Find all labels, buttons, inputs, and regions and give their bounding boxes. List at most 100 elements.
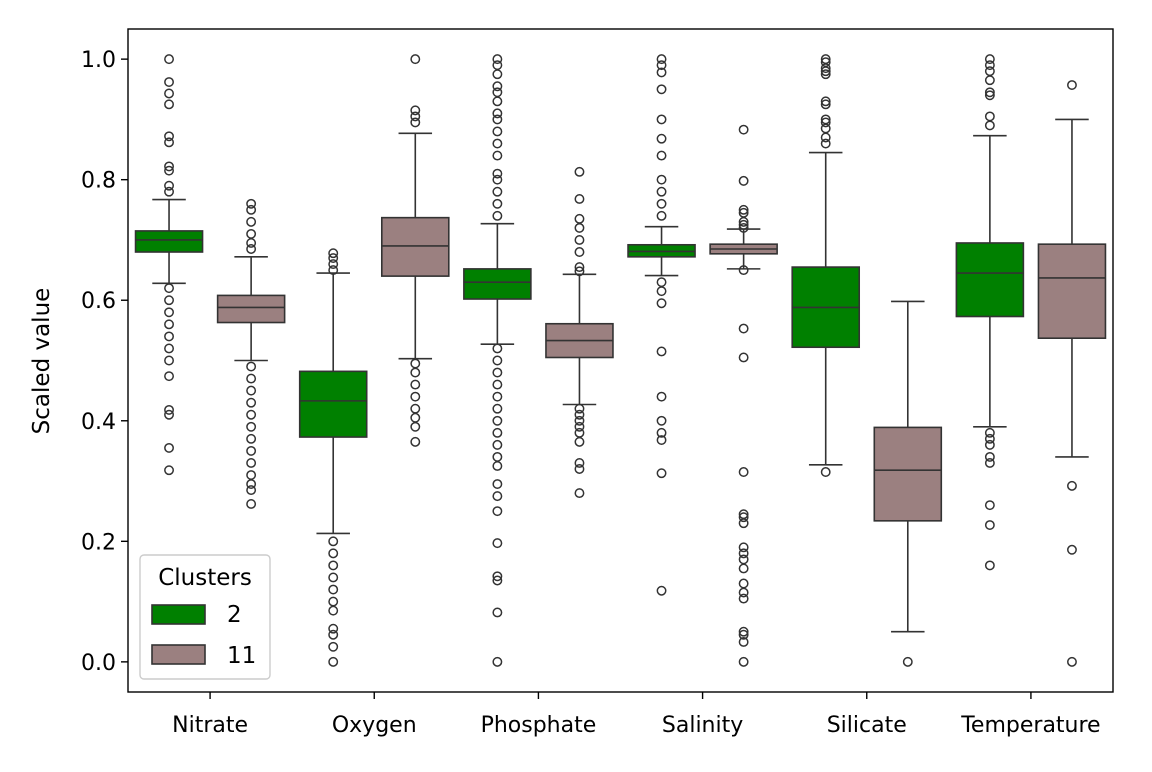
outlier-point bbox=[984, 458, 995, 468]
outlier-point bbox=[246, 244, 257, 254]
outlier-point bbox=[492, 367, 503, 378]
outlier-point bbox=[1067, 656, 1077, 667]
outlier-point bbox=[656, 133, 667, 144]
outlier-point bbox=[984, 60, 995, 71]
outlier-point bbox=[738, 578, 749, 589]
outlier-point bbox=[656, 84, 667, 95]
outlier-point bbox=[738, 216, 749, 227]
outlier-point bbox=[164, 371, 174, 382]
x-tick-label: Silicate bbox=[827, 713, 907, 738]
outlier-point bbox=[984, 90, 995, 101]
outlier-point bbox=[492, 479, 503, 490]
outlier-point bbox=[574, 464, 585, 474]
outlier-point bbox=[820, 467, 831, 477]
outlier-point bbox=[574, 262, 585, 273]
outlier-point bbox=[656, 67, 667, 78]
legend-swatch-2 bbox=[151, 604, 206, 625]
outlier-point bbox=[492, 69, 503, 80]
outlier-point bbox=[738, 222, 749, 233]
outlier-point bbox=[492, 571, 503, 582]
outlier-point bbox=[246, 228, 257, 239]
outlier-point bbox=[820, 69, 831, 80]
outlier-point bbox=[492, 575, 503, 586]
outlier-point bbox=[574, 427, 585, 438]
outlier-point bbox=[492, 60, 503, 71]
iqr-box bbox=[955, 242, 1025, 318]
outlier-point bbox=[574, 166, 585, 177]
iqr-box bbox=[134, 230, 204, 253]
outlier-point bbox=[246, 421, 257, 432]
outlier-point bbox=[246, 479, 257, 490]
box-temperature-cluster-11 bbox=[1037, 80, 1107, 667]
outlier-point bbox=[984, 520, 995, 530]
outlier-point bbox=[492, 126, 503, 137]
outlier-point bbox=[492, 54, 503, 65]
outlier-point bbox=[164, 186, 174, 197]
outlier-point bbox=[656, 210, 667, 221]
outlier-point bbox=[738, 204, 749, 215]
outlier-point bbox=[574, 222, 585, 233]
y-tick-label: 0.2 bbox=[81, 530, 116, 555]
outlier-point bbox=[574, 213, 585, 224]
outlier-point bbox=[656, 277, 667, 288]
outlier-point bbox=[738, 352, 749, 363]
outlier-point bbox=[246, 385, 257, 396]
outlier-point bbox=[164, 131, 174, 142]
outlier-point bbox=[164, 295, 174, 306]
outlier-point bbox=[410, 111, 421, 122]
iqr-box bbox=[380, 216, 450, 277]
outlier-point bbox=[328, 536, 339, 547]
box-silicate-cluster-11 bbox=[873, 300, 943, 667]
outlier-point bbox=[492, 96, 503, 107]
outlier-point bbox=[492, 538, 503, 549]
outlier-point bbox=[738, 175, 749, 186]
outlier-point bbox=[410, 117, 421, 128]
outlier-point bbox=[656, 60, 667, 71]
outlier-point bbox=[492, 150, 503, 161]
outlier-point bbox=[246, 445, 257, 456]
plot-frame bbox=[127, 28, 1114, 693]
legend-label-11: 11 bbox=[227, 643, 256, 669]
outlier-point bbox=[656, 286, 667, 297]
outlier-point bbox=[164, 465, 174, 476]
outlier-point bbox=[492, 81, 503, 92]
outlier-point bbox=[246, 397, 257, 408]
outlier-point bbox=[492, 403, 503, 414]
outlier-point bbox=[738, 637, 749, 647]
outlier-point bbox=[246, 204, 257, 215]
outlier-point bbox=[492, 439, 503, 450]
outlier-point bbox=[328, 629, 339, 640]
outlier-point bbox=[738, 593, 749, 604]
outlier-point bbox=[246, 433, 257, 444]
outlier-point bbox=[574, 247, 585, 257]
outlier-point bbox=[656, 427, 667, 438]
outlier-point bbox=[492, 114, 503, 125]
outlier-point bbox=[574, 235, 585, 245]
outlier-point bbox=[492, 210, 503, 221]
box-nitrate-cluster-11 bbox=[216, 198, 286, 509]
outlier-point bbox=[984, 427, 995, 438]
outlier-point bbox=[164, 343, 174, 354]
outlier-point bbox=[410, 403, 421, 414]
outlier-point bbox=[656, 186, 667, 197]
outlier-point bbox=[820, 138, 831, 149]
outlier-point bbox=[574, 415, 585, 426]
outlier-point bbox=[328, 596, 339, 607]
outlier-point bbox=[656, 346, 667, 357]
outlier-point bbox=[492, 174, 503, 185]
outlier-point bbox=[328, 253, 339, 263]
outlier-point bbox=[738, 323, 749, 334]
outlier-point bbox=[410, 421, 421, 432]
outlier-point bbox=[492, 461, 503, 471]
outlier-point bbox=[164, 307, 174, 318]
box-phosphate-cluster-11 bbox=[545, 166, 614, 499]
outlier-point bbox=[492, 108, 503, 119]
outlier-point bbox=[328, 259, 339, 270]
outlier-point bbox=[574, 458, 585, 468]
outlier-point bbox=[492, 656, 503, 667]
outlier-point bbox=[164, 404, 174, 415]
outlier-point bbox=[1067, 80, 1077, 91]
outlier-point bbox=[492, 607, 503, 618]
outlier-point bbox=[164, 88, 174, 99]
